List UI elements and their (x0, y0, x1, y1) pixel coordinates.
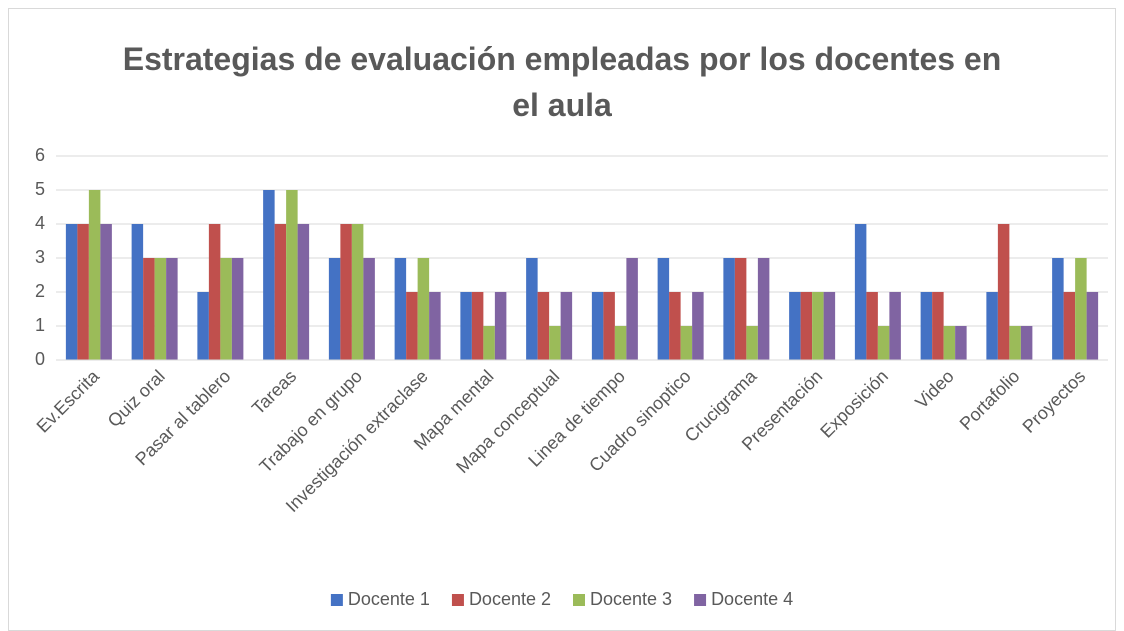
legend-item: Docente 1 (330, 589, 430, 609)
y-tick-label: 3 (35, 247, 45, 267)
bar (823, 292, 836, 360)
legend-swatch (573, 594, 585, 606)
bar (789, 292, 801, 360)
x-tick-label: Video (911, 366, 957, 412)
bar (483, 326, 495, 360)
bar (591, 292, 604, 360)
bar (800, 292, 813, 360)
bar (1086, 292, 1099, 360)
bar (560, 292, 573, 360)
legend-item: Docente 3 (573, 589, 672, 609)
x-tick-label: Quiz oral (104, 366, 169, 431)
legend-label: Docente 3 (590, 589, 672, 609)
y-tick-label: 4 (35, 213, 45, 233)
x-tick-label: Tareas (248, 366, 300, 418)
bar (166, 258, 178, 360)
bar (263, 190, 275, 360)
bar (943, 326, 956, 360)
bar (889, 292, 901, 360)
legend-swatch (694, 594, 707, 606)
bar (77, 224, 89, 360)
y-tick-label: 5 (35, 179, 45, 199)
bar (1052, 258, 1064, 360)
y-tick-label: 1 (35, 315, 45, 335)
x-tick-label: Ev.Escrita (33, 365, 104, 436)
bar (460, 292, 472, 360)
bar (549, 326, 561, 360)
bar (854, 224, 867, 360)
bar (297, 224, 310, 360)
bar (328, 258, 341, 360)
bar (208, 224, 221, 360)
bar (932, 292, 944, 360)
x-tick-label: Portafolio (956, 366, 1024, 434)
bar (131, 224, 144, 360)
bar (626, 258, 638, 360)
bar (417, 258, 430, 360)
bar (757, 258, 770, 360)
bar (154, 258, 167, 360)
bar (340, 224, 352, 360)
bar (100, 224, 112, 360)
bar (197, 292, 209, 360)
bar (363, 258, 375, 360)
legend-item: Docente 4 (694, 589, 793, 609)
bar (1063, 292, 1076, 360)
bar (429, 292, 441, 360)
bar (866, 292, 878, 360)
bar (746, 326, 758, 360)
chart-title: Estrategias de evaluación empleadas por … (122, 41, 1002, 123)
bar (231, 258, 244, 360)
legend-swatch (451, 594, 464, 606)
bar (220, 258, 232, 360)
y-tick-label: 2 (35, 281, 45, 301)
bar (657, 258, 670, 360)
bar (614, 326, 627, 360)
bar (986, 292, 998, 360)
bar (143, 258, 155, 360)
x-tick-label: Proyectos (1019, 366, 1090, 437)
bar (723, 258, 735, 360)
bar (526, 258, 538, 360)
bar (88, 190, 101, 360)
legend-item: Docente 2 (451, 589, 551, 609)
legend-label: Docente 4 (711, 589, 793, 609)
x-tick-label: Exposición (816, 366, 892, 442)
bar (997, 224, 1010, 360)
bar (1009, 326, 1021, 360)
bar (734, 258, 747, 360)
bar (692, 292, 704, 360)
bar (65, 224, 78, 360)
bar (494, 292, 507, 360)
bar (394, 258, 407, 360)
bar (955, 326, 967, 360)
legend-label: Docente 1 (348, 589, 430, 609)
y-tick-label: 0 (35, 349, 45, 369)
bar (286, 190, 298, 360)
bar (1075, 258, 1087, 360)
bar (669, 292, 681, 360)
legend-label: Docente 2 (469, 589, 551, 609)
bar (680, 326, 693, 360)
legend-swatch (330, 594, 343, 606)
bar (537, 292, 550, 360)
bar (812, 292, 824, 360)
bar (920, 292, 933, 360)
bar (406, 292, 418, 360)
bar (351, 224, 364, 360)
bar (471, 292, 484, 360)
bar (274, 224, 287, 360)
bar (603, 292, 615, 360)
bar (877, 326, 890, 360)
y-tick-label: 6 (35, 145, 45, 165)
bar (1020, 326, 1033, 360)
